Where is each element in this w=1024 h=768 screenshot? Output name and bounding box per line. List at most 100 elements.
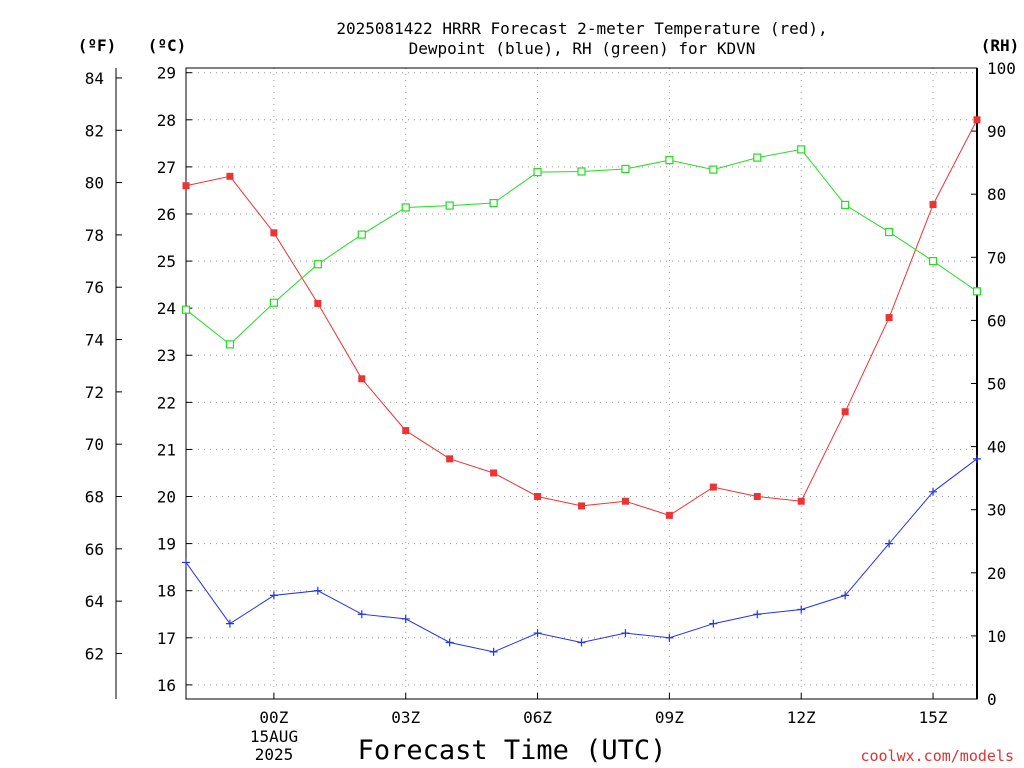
temperature-point [885,314,893,322]
rh-point [489,198,498,208]
dewpoint-point [797,605,806,614]
fahrenheit-tick-label: 84 [85,69,104,88]
temperature-line [185,119,978,516]
rh-point [753,153,762,162]
date-label-year: 2025 [255,745,294,764]
dewpoint-point [489,647,498,656]
tick-labels: 16 17 18 19 20 21 22 23 24 25 26 27 28 29 62 64 66 68 70 72… [85,59,1016,727]
temperature-point [402,427,410,435]
temperature-point [797,497,805,505]
rh-tick-label: 30 [987,501,1006,520]
temperature-point [446,455,454,463]
rh-point [313,260,322,269]
dewpoint-point [225,619,234,628]
rh-point [841,200,850,210]
dewpoint-point [621,629,630,638]
dewpoint-point [709,619,718,628]
temperature-point [973,116,981,124]
fahrenheit-tick-label: 76 [85,278,104,297]
temperature-point [534,493,542,501]
rh-point [269,298,278,307]
rh-point [797,145,806,154]
celsius-tick-label: 27 [157,158,176,177]
celsius-tick-label: 18 [157,582,176,601]
x-tick-label: 06Z [523,708,552,727]
fahrenheit-tick-label: 70 [85,435,104,454]
celsius-tick-label: 28 [157,111,176,130]
rh-tick-label: 20 [987,564,1006,583]
temperature-point [665,511,673,519]
date-label-day: 15AUG [250,727,298,746]
dewpoint-point [841,591,850,600]
fahrenheit-tick-label: 64 [85,592,104,611]
dewpoint-point [401,614,410,623]
rh-point [533,168,542,177]
temperature-point [929,201,937,209]
fahrenheit-tick-label: 74 [85,331,104,350]
temperature-point [753,493,761,501]
fahrenheit-tick-label: 78 [85,226,104,245]
celsius-tick-label: 22 [157,393,176,412]
celsius-tick-label: 24 [157,299,176,318]
dewpoint-point [182,558,190,567]
fahrenheit-tick-label: 68 [85,488,104,507]
x-axis-title: Forecast Time (UTC) [358,735,667,766]
rh-point [445,201,454,210]
credit-text: coolwx.com/models [860,747,1014,765]
rh-point [928,256,938,266]
dewpoint-point [357,610,366,619]
temperature-point [182,182,190,190]
rh-tick-label: 100 [987,59,1016,78]
dewpoint-point [269,591,278,600]
fahrenheit-unit-label: (ºF) [78,36,117,55]
chart-title-line2: Dewpoint (blue), RH (green) for KDVN [409,39,756,58]
rh-tick-label: 90 [987,122,1006,141]
celsius-tick-label: 25 [157,252,176,271]
celsius-tick-label: 19 [157,535,176,554]
dewpoint-point [313,586,322,595]
rh-tick-label: 70 [987,248,1006,267]
celsius-tick-label: 16 [157,676,176,695]
rh-point [972,287,982,296]
rh-point [401,203,410,212]
rh-point [709,165,718,174]
fahrenheit-tick-label: 62 [85,644,104,663]
temperature-point [270,229,278,237]
rh-tick-label: 10 [987,627,1006,646]
dewpoint-point [753,610,762,619]
chart-title-line1: 2025081422 HRRR Forecast 2-meter Tempera… [336,19,827,38]
rh-point [357,230,366,239]
fahrenheit-tick-label: 80 [85,174,104,193]
rh-point [665,156,674,165]
rh-tick-label: 80 [987,185,1006,204]
fahrenheit-tick-label: 72 [85,383,104,402]
temperature-point [621,497,629,505]
x-tick-label: 15Z [919,708,948,727]
rh-tick-label: 0 [987,690,997,709]
celsius-tick-label: 17 [157,629,176,648]
rh-point [621,164,630,174]
temperature-point [226,172,234,180]
rh-line [185,148,978,346]
fahrenheit-tick-label: 82 [85,121,104,140]
celsius-unit-label: (ºC) [148,36,187,55]
x-tick-label: 12Z [787,708,816,727]
celsius-tick-label: 29 [157,64,176,83]
dewpoint-line [185,458,978,653]
chart-axes [115,67,978,700]
dewpoint-point [533,629,542,638]
x-tick-label: 00Z [259,708,288,727]
chart-series [181,116,982,656]
dewpoint-point [973,454,981,463]
rh-tick-label: 40 [987,438,1006,457]
temperature-point [314,299,322,307]
celsius-tick-label: 21 [157,440,176,459]
rh-point [885,227,894,237]
temperature-point [490,469,498,477]
rh-point [577,167,586,176]
rh-point [225,340,235,349]
temperature-point [358,375,366,383]
temperature-point [578,502,585,510]
temperature-point [709,483,717,491]
